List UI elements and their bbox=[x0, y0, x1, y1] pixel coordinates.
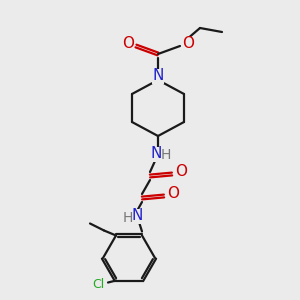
Text: N: N bbox=[131, 208, 143, 224]
Text: N: N bbox=[152, 68, 164, 83]
Text: Cl: Cl bbox=[92, 278, 104, 291]
Text: H: H bbox=[123, 211, 133, 225]
Text: H: H bbox=[161, 148, 171, 162]
Text: O: O bbox=[122, 37, 134, 52]
Text: O: O bbox=[182, 37, 194, 52]
Text: O: O bbox=[167, 187, 179, 202]
Text: O: O bbox=[175, 164, 187, 179]
Text: N: N bbox=[150, 146, 162, 161]
